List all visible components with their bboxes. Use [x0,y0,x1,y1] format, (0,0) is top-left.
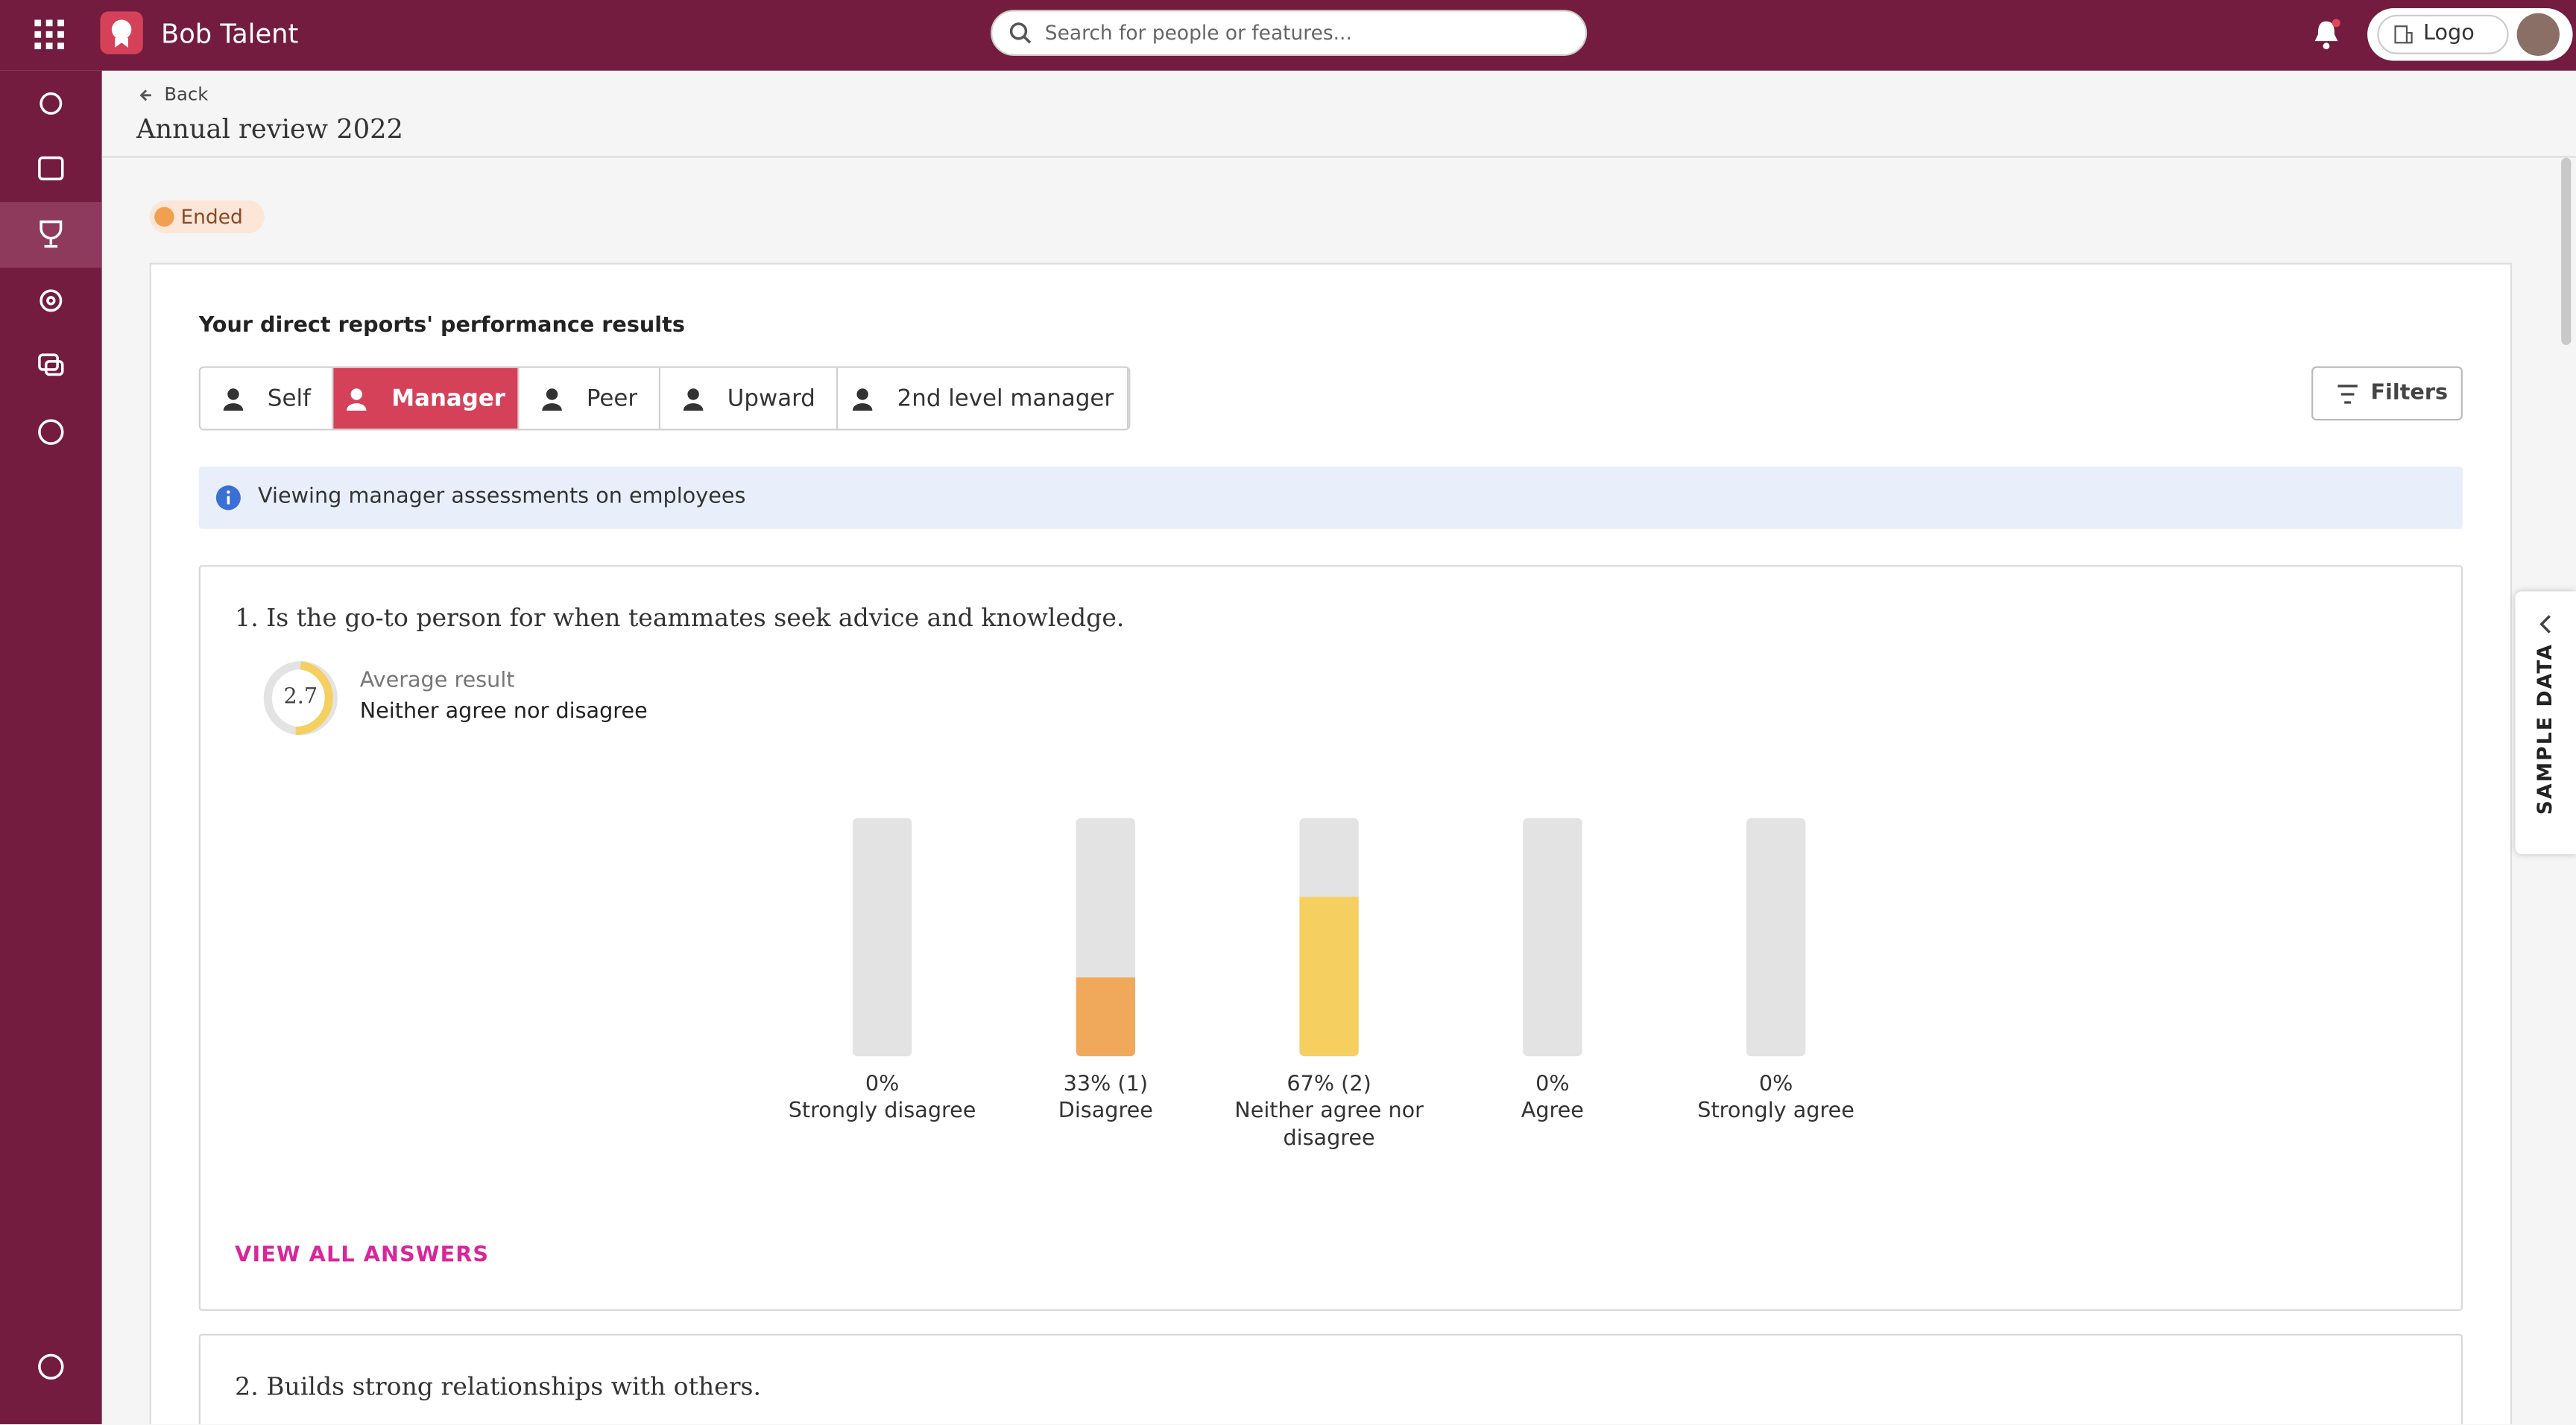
apps-icon[interactable] [34,19,64,50]
tab-label: 2nd level manager [897,385,1114,412]
question-card [198,565,2463,1311]
notifications-icon[interactable] [2311,18,2341,51]
tab-icon [683,388,703,410]
status-pill: Ended [149,200,265,233]
nav-icons[interactable] [0,71,102,1424]
filters-label: Filters [2370,381,2449,406]
question-title: 1. Is the go-to person for when teammate… [235,602,1125,633]
search-box[interactable]: Search for people or features... [991,10,1588,56]
search-placeholder: Search for people or features... [1044,21,1352,45]
scrollbar[interactable] [2561,157,2572,345]
section-title: Your direct reports' performance results [198,313,685,339]
tab[interactable]: Manager [333,367,520,429]
logo-mark[interactable] [100,11,143,54]
active-nav [0,202,102,268]
tab[interactable]: Self [200,367,334,429]
top-bar: Bob Talent Search for people or features… [0,0,2576,71]
tab-label: Manager [391,385,505,412]
back-arrow[interactable] [138,87,154,104]
status-text: Ended [180,205,243,229]
average-label: Average result [359,669,515,694]
avatar[interactable] [2516,13,2560,56]
back-link[interactable]: Back [164,83,209,106]
divider [101,156,2576,158]
question-card [198,1333,2463,1424]
tab[interactable]: Upward [660,367,839,429]
average-text: Neither agree nor disagree [359,699,648,724]
app-name: Bob Talent [160,18,299,50]
tab[interactable]: Peer [519,367,661,429]
tab-icon [542,388,562,410]
tab-label: Upward [727,385,815,412]
question-title: 2. Builds strong relationships with othe… [235,1371,762,1402]
tab-icon [347,388,367,410]
tab-label: Self [267,385,311,412]
average-value: 2.7 [283,685,318,710]
sample-data-tab[interactable]: SAMPLE DATA [2515,591,2576,855]
tab-icon [223,388,243,410]
page-title: Annual review 2022 [136,113,403,145]
account-pill[interactable]: Logo [2367,8,2573,61]
tab-group: Self Manager Peer Upward 2nd level manager [198,366,1131,431]
sidebar [0,70,102,1424]
tab[interactable]: 2nd level manager [838,367,1129,429]
average-ring [263,661,338,736]
info-text: Viewing manager assessments on employees [258,484,746,510]
company-name: Logo [2423,21,2475,46]
filters-button[interactable]: Filters [2311,366,2463,421]
tab-label: Peer [586,385,638,412]
view-all-link[interactable]: VIEW ALL ANSWERS [235,1243,490,1268]
sample-data-label: SAMPLE DATA [2533,642,2557,815]
info-banner: Viewing manager assessments on employees [198,466,2463,529]
tab-icon [853,388,873,410]
